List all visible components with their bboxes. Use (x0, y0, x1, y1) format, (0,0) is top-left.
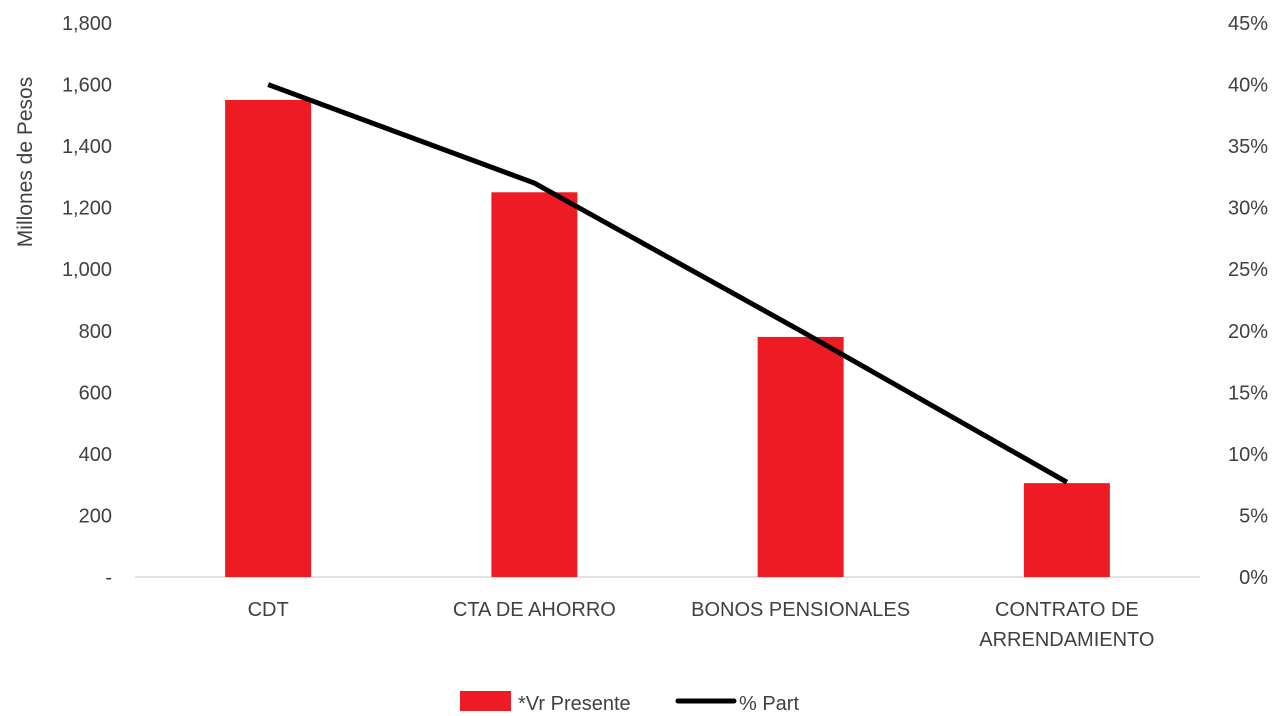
y-tick-label: 400 (79, 444, 112, 466)
bar (757, 336, 844, 577)
y2-tick-label: 45% (1228, 13, 1268, 35)
y-tick-label: 1,000 (62, 259, 112, 281)
y2-tick-label: 15% (1228, 382, 1268, 404)
y2-tick-label: 0% (1239, 567, 1268, 589)
y-tick-label: 1,200 (62, 198, 112, 220)
y-tick-label: 200 (79, 505, 112, 527)
y-axis-title: Millones de Pesos (14, 77, 37, 247)
bar (1023, 483, 1110, 577)
legend: *Vr Presente % Part (460, 691, 799, 715)
legend-swatch-bar (460, 691, 511, 712)
y2-tick-label: 5% (1239, 505, 1268, 527)
y2-tick-label: 40% (1228, 75, 1268, 97)
right-axis-tick-labels: 0% 5% 10% 15% 20% 25% 30% 35% 40% 45% (1228, 13, 1268, 589)
left-axis-tick-labels: - 200 400 600 800 1,000 1,200 1,400 1,600 1,800 (62, 13, 112, 589)
bar (225, 99, 312, 577)
category-labels: CDT CTA DE AHORRO BONOS PENSIONALES CONTRAT… (248, 599, 1155, 651)
y-tick-label: 1,800 (62, 13, 112, 35)
y2-tick-label: 20% (1228, 321, 1268, 343)
y-tick-label: 600 (79, 382, 112, 404)
y2-tick-label: 30% (1228, 198, 1268, 220)
category-label: BONOS PENSIONALES (691, 599, 910, 621)
legend-label-bar: *Vr Presente (518, 693, 631, 711)
line-percent-part (267, 82, 1069, 485)
category-label: CTA DE AHORRO (453, 599, 616, 621)
y-tick-label: 1,600 (62, 75, 112, 97)
y2-tick-label: 25% (1228, 259, 1268, 281)
y-tick-label: - (105, 567, 112, 589)
line-series (267, 82, 1069, 485)
bar-series (225, 99, 1110, 577)
y2-tick-label: 10% (1228, 444, 1268, 466)
category-label: CONTRATO DE ARRENDAMIENTO (979, 599, 1154, 651)
bar (491, 192, 578, 577)
legend-label-line: % Part (739, 693, 799, 711)
category-label: CDT (248, 599, 289, 621)
y2-tick-label: 35% (1228, 136, 1268, 158)
y-tick-label: 1,400 (62, 136, 112, 158)
y-tick-label: 800 (79, 321, 112, 343)
